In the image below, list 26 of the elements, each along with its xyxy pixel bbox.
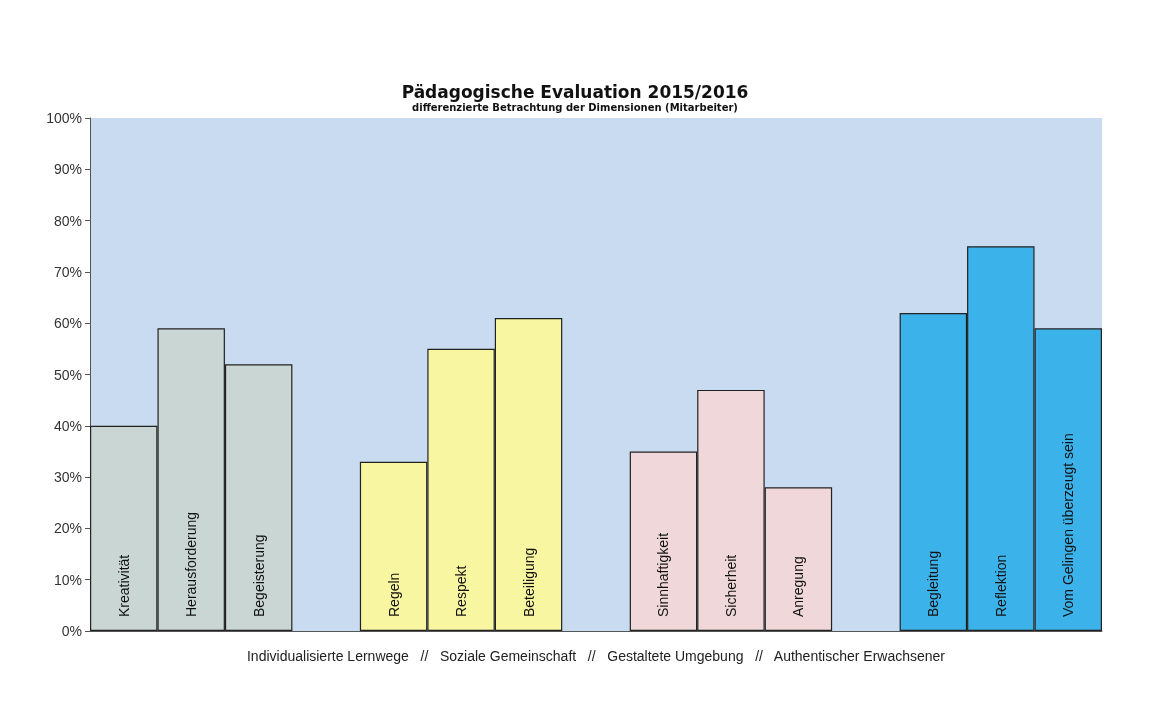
- y-tick-label: 80%: [53, 212, 82, 229]
- x-tick-label: Begeisterung: [250, 534, 267, 617]
- x-tick-label: Vom Gelingen überzeugt sein: [1060, 433, 1077, 617]
- x-tick-label: Respekt: [453, 565, 470, 617]
- y-tick-label: 60%: [53, 315, 82, 332]
- x-axis-title: Individualisierte Lernwege // Soziale Gemeinschaft // Gestaltete Umgebung // Authentischer Erwachsener: [246, 648, 946, 664]
- x-tick-label: Sinnhaftigkeit: [655, 532, 672, 617]
- x-tick-label: Regeln: [385, 572, 402, 617]
- x-tick-label: Begleitung: [925, 550, 942, 617]
- chart-title: Pädagogische Evaluation 2015/2016: [401, 81, 749, 102]
- x-tick-label: Sicherheit: [722, 554, 739, 617]
- y-tick-label: 40%: [53, 417, 82, 434]
- chart-subtitle: differenzierte Betrachtung der Dimensionen (Mitarbeiter): [412, 101, 738, 113]
- y-tick-label: 70%: [53, 263, 82, 280]
- x-tick-label: Herausforderung: [183, 511, 200, 617]
- y-tick-label: 20%: [53, 520, 82, 537]
- y-tick-label: 50%: [53, 366, 82, 383]
- x-tick-label: Reflektion: [992, 554, 1009, 617]
- y-tick-label: 0%: [61, 623, 82, 639]
- x-tick-label: Anregung: [790, 556, 807, 617]
- y-tick-label: 30%: [53, 469, 82, 486]
- x-tick-label: Kreativität: [115, 554, 132, 617]
- x-tick-label: Beteiligung: [520, 547, 537, 617]
- y-tick-label: 10%: [53, 571, 82, 588]
- y-tick-label: 90%: [53, 161, 82, 178]
- y-tick-label: 100%: [46, 110, 82, 126]
